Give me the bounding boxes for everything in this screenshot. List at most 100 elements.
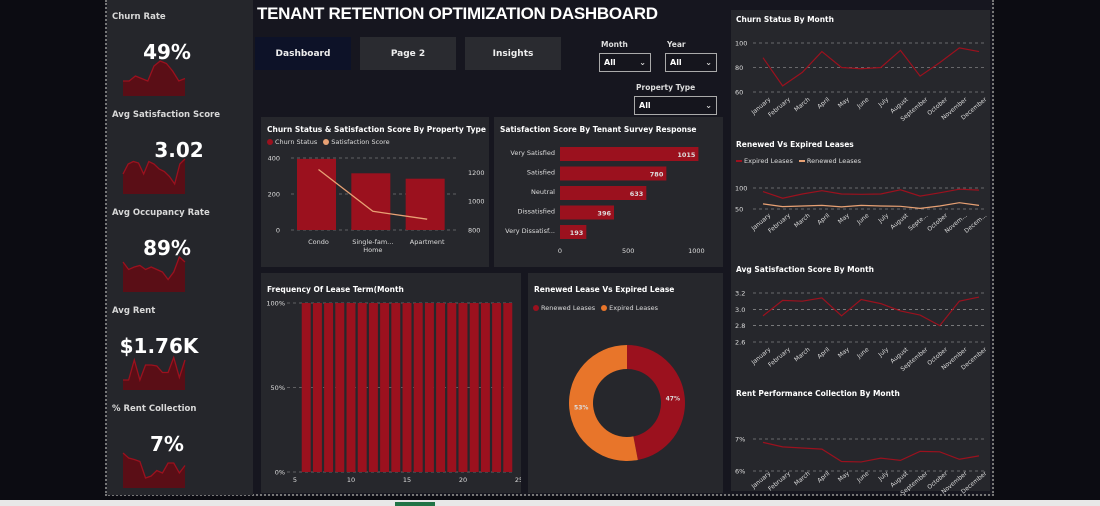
nav-insights-button[interactable]: Insights	[465, 37, 561, 70]
legend-item-churn: Churn Status	[267, 138, 317, 146]
monthly-trends-panel: Churn Status By Month 60 80 100 January Febr…	[731, 10, 990, 497]
kpi-value: 49%	[143, 40, 191, 64]
bar	[492, 303, 502, 472]
kpi-label: % Rent Collection	[112, 404, 197, 414]
chevron-down-icon: ⌄	[705, 101, 712, 110]
data-label: 396	[597, 210, 611, 218]
series-line	[762, 202, 980, 210]
x-tick-label: March	[793, 470, 812, 487]
year-filter-dropdown[interactable]: All ⌄	[665, 53, 717, 72]
x-tick-label: Condo	[308, 238, 329, 246]
chart-title: Renewed Lease Vs Expired Lease	[534, 285, 675, 294]
bar-churn-status	[405, 178, 445, 230]
month-filter-value: All	[604, 58, 616, 67]
bar	[413, 303, 423, 472]
x-tick-label: Septe...	[907, 212, 929, 232]
bar	[447, 303, 457, 472]
series-line	[762, 47, 980, 87]
donut-slice	[627, 345, 685, 460]
kpi-panel: Churn Rate 49% Avg Satisfaction Score 3.02 A…	[107, 0, 253, 495]
y-tick-label: 400	[268, 155, 280, 163]
y2-tick-label: 1200	[468, 169, 485, 177]
bar	[503, 303, 513, 472]
x-tick-label: July	[877, 346, 891, 359]
x-tick-label: May	[837, 346, 851, 360]
y-tick-label: 100%	[266, 300, 285, 308]
kpi-sparkline	[122, 158, 186, 194]
chart-legend: Renewed Leases Expired Leases	[533, 304, 658, 312]
property-type-filter-dropdown[interactable]: All ⌄	[634, 96, 717, 115]
chevron-down-icon: ⌄	[705, 58, 712, 67]
x-tick-label: February	[767, 212, 792, 235]
lease-term-card: Frequency Of Lease Term(Month 0% 50% 100% 5…	[261, 273, 521, 493]
x-tick-label: 1000	[688, 247, 705, 255]
column-chart: 0% 50% 100% 5 10 15 20 25	[266, 300, 521, 485]
month-filter-label: Month	[601, 40, 628, 49]
x-tick-label: July	[877, 212, 891, 225]
series-line	[762, 441, 980, 463]
bar	[324, 303, 334, 472]
x-tick-label: March	[793, 212, 812, 229]
kpi-sparkline	[122, 255, 186, 292]
bar	[368, 303, 378, 472]
bar	[469, 303, 479, 472]
series-line	[762, 188, 980, 199]
nav-dashboard-button[interactable]: Dashboard	[255, 37, 351, 70]
nav-page2-button[interactable]: Page 2	[360, 37, 456, 70]
x-tick-label: 0	[558, 247, 562, 255]
page-title: TENANT RETENTION OPTIMIZATION DASHBOARD	[257, 4, 658, 23]
bar	[560, 205, 614, 220]
chart-title: Renewed Vs Expired Leases	[736, 140, 854, 149]
bar	[312, 303, 322, 472]
data-label: 780	[650, 171, 664, 179]
y2-tick-label: 1000	[468, 198, 485, 206]
kpi-label: Churn Rate	[112, 12, 166, 22]
x-tick-label: Single-fam...	[352, 238, 393, 246]
sparkline-line	[123, 60, 186, 82]
property-type-filter-value: All	[639, 101, 651, 110]
y-tick-label: 60	[735, 89, 743, 97]
x-tick-label: June	[855, 96, 871, 111]
x-tick-label: July	[877, 96, 891, 109]
legend-item-expired: Expired Leases	[601, 304, 658, 312]
x-tick-label: 10	[347, 476, 355, 484]
sparkline-line	[123, 355, 186, 383]
sparkline-area	[123, 453, 185, 488]
churn-satisfaction-card: Churn Status & Satisfaction Score By Pro…	[261, 117, 489, 267]
bar-churn-status	[351, 173, 391, 230]
donut-chart: 47% 53%	[569, 345, 685, 461]
data-label: 53%	[574, 404, 588, 411]
survey-response-card: Satisfaction Score By Tenant Survey Resp…	[494, 117, 723, 267]
bar	[335, 303, 345, 472]
active-sheet-tab[interactable]	[395, 502, 435, 506]
bar	[560, 147, 699, 161]
x-tick-label: April	[816, 470, 831, 484]
legend-item-renewed: Renewed Leases	[798, 157, 861, 165]
sparkline-area	[123, 257, 185, 292]
data-label: 193	[570, 229, 584, 237]
x-tick-label: 15	[403, 476, 411, 484]
x-tick-label: May	[837, 212, 851, 226]
month-filter-dropdown[interactable]: All ⌄	[599, 53, 651, 72]
y-tick-label: 0	[276, 227, 280, 235]
year-filter-label: Year	[667, 40, 686, 49]
chevron-down-icon: ⌄	[639, 58, 646, 67]
legend-item-satisfaction: Satisfaction Score	[323, 138, 390, 146]
y-tick-label: 80	[735, 64, 743, 72]
kpi-sparkline	[123, 60, 186, 96]
x-tick-label: Apartment	[410, 238, 445, 246]
sparkline-line	[122, 255, 186, 281]
kpi-sparkline	[122, 452, 186, 488]
bar	[560, 225, 587, 239]
sparkline-line	[122, 452, 186, 479]
x-tick-label: 25	[515, 476, 521, 484]
combo-chart: 0 200 400 800 1000 1200 Condo Single-fam...Home…	[268, 155, 485, 255]
donut-slice	[569, 345, 638, 461]
x-tick-label: 5	[293, 476, 297, 484]
bar	[391, 303, 401, 472]
data-label: 633	[630, 190, 644, 198]
kpi-card: Churn Rate 49%	[107, 0, 253, 98]
bar	[560, 166, 667, 181]
chart-legend: Expired Leases Renewed Leases	[736, 157, 861, 165]
